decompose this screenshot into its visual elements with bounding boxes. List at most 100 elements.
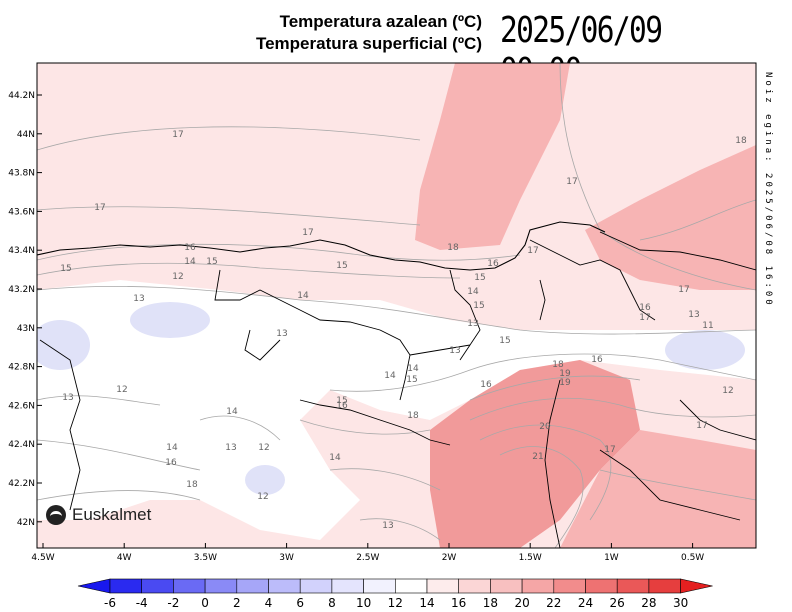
cold-patch-central — [130, 302, 210, 338]
colorbar-tick-label: 14 — [419, 596, 434, 610]
colorbar-tick-label: 4 — [265, 596, 273, 610]
colorbar-swatch — [616, 578, 650, 594]
contour-label: 15 — [406, 375, 417, 385]
colorbar-high-arrow — [680, 578, 713, 594]
colorbar-swatch — [299, 578, 333, 594]
colorbar-swatch — [521, 578, 555, 594]
contour-label: 13 — [688, 310, 699, 320]
contour-label: 13 — [133, 294, 144, 304]
lat-label: 43.4N — [8, 246, 35, 256]
colorbar-swatch — [109, 578, 143, 594]
contour-label: 13 — [449, 346, 460, 356]
contour-label: 16 — [480, 380, 492, 390]
contour-label: 18 — [552, 360, 564, 370]
hot-zone-south — [430, 360, 640, 548]
contour-label: 19 — [559, 378, 571, 388]
colorbar-swatch — [236, 578, 269, 594]
colorbar-tick-label: -6 — [104, 596, 116, 610]
colorbar-swatch — [331, 578, 364, 594]
contour-label: 16 — [336, 401, 348, 411]
colorbar-swatch — [648, 578, 681, 594]
map-frame — [36, 62, 757, 549]
colorbar-swatch — [490, 578, 523, 594]
cold-patch-west — [37, 320, 90, 370]
contour-label: 18 — [735, 136, 747, 146]
lat-label: 42.4N — [8, 440, 35, 450]
map-canvas — [37, 63, 756, 548]
colorbar-tick-label: 28 — [641, 596, 656, 610]
contour-label: 13 — [62, 393, 73, 403]
colorbar-tick-label: -4 — [136, 596, 148, 610]
colorbar-swatch — [141, 578, 174, 594]
lat-label: 43.6N — [8, 207, 35, 217]
contour-label: 16 — [165, 458, 177, 468]
colorbar: -6 -4 -2 0 2 4 6 8 10 12 14 16 18 20 22 24 26 28 30 — [77, 578, 713, 610]
contour-label: 18 — [407, 411, 419, 421]
lat-label: 42.8N — [8, 363, 35, 373]
contour-label: 16 — [487, 259, 499, 269]
contour-label: 14 — [226, 407, 238, 417]
lon-label: 2W — [442, 553, 457, 563]
contour-label: 14 — [407, 364, 419, 374]
lon-label: 4W — [117, 553, 132, 563]
contour-label: 14 — [467, 287, 479, 297]
colorbar-tick-label: 18 — [483, 596, 498, 610]
contour-label: 15 — [206, 257, 217, 267]
lon-label: 2.5W — [356, 553, 379, 563]
contour-label: 17 — [566, 177, 577, 187]
contour-label: 17 — [302, 228, 313, 238]
cool-zone-inland — [37, 280, 756, 540]
contour-label: 14 — [166, 443, 178, 453]
colorbar-low-arrow — [77, 578, 111, 594]
lon-label: 0.5W — [681, 553, 704, 563]
longitude-axis: 4.5W 4W 3.5W 3W 2.5W 2W 1.5W 1W 0.5W — [31, 543, 704, 563]
contour-label: 12 — [722, 386, 733, 396]
colorbar-swatch — [585, 578, 618, 594]
contour-label: 20 — [539, 422, 551, 432]
lon-label: 3W — [279, 553, 294, 563]
lat-label: 44N — [17, 130, 35, 140]
colorbar-tick-label: 0 — [201, 596, 209, 610]
lat-label: 43.8N — [8, 169, 35, 179]
contour-label: 14 — [329, 453, 341, 463]
colorbar-swatch — [363, 578, 396, 594]
lon-label: 1W — [604, 553, 619, 563]
contour-label: 17 — [678, 285, 689, 295]
contour-label: 11 — [702, 321, 713, 331]
colorbar-tick-label: 30 — [673, 596, 688, 610]
colorbar-tick-label: 22 — [546, 596, 561, 610]
lat-label: 44.2N — [8, 91, 35, 101]
lat-label: 43N — [17, 324, 35, 334]
colorbar-tick-label: 20 — [514, 596, 529, 610]
lon-label: 1.5W — [519, 553, 542, 563]
contour-label: 14 — [184, 257, 196, 267]
euskalmet-logo: Euskalmet — [46, 505, 151, 525]
contour-label: 16 — [184, 243, 196, 253]
contour-label: 17 — [604, 445, 615, 455]
lat-label: 42N — [17, 518, 35, 528]
logo-text: Euskalmet — [72, 505, 152, 524]
lat-label: 42.6N — [8, 401, 35, 411]
province-borders — [39, 231, 756, 548]
contour-label: 15 — [473, 301, 484, 311]
coastline — [37, 221, 606, 271]
contour-label: 12 — [172, 272, 183, 282]
contour-label: 15 — [60, 264, 71, 274]
contour-label: 12 — [116, 385, 127, 395]
latitude-axis: 44.2N 44N 43.8N 43.6N 43.4N 43.2N 43N 42.8N 42.6… — [8, 91, 42, 528]
colorbar-tick-label: 2 — [233, 596, 241, 610]
issued-timestamp: Noiz egina: 2025/06/08 16:00 — [763, 72, 773, 308]
contour-label: 15 — [474, 273, 485, 283]
contour-label: 12 — [258, 443, 269, 453]
contour-label: 14 — [384, 371, 396, 381]
contour-label: 13 — [467, 319, 478, 329]
contour-label: 15 — [336, 396, 347, 406]
colorbar-swatch — [394, 578, 428, 594]
warm-zone-sea — [415, 63, 570, 250]
contour-label: 17 — [172, 130, 183, 140]
contour-label: 13 — [225, 443, 236, 453]
contour-label: 17 — [94, 203, 105, 213]
contour-label: 21 — [532, 452, 543, 462]
